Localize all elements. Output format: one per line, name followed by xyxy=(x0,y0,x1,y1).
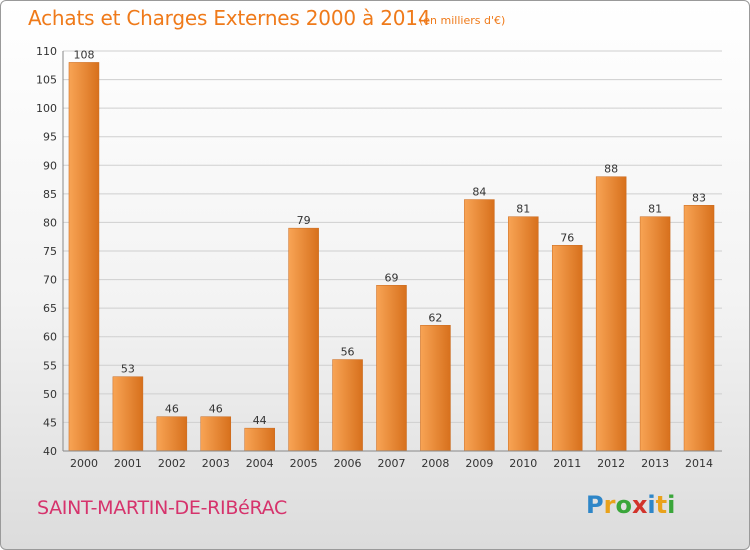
logo-letter: o xyxy=(615,491,632,519)
data-label: 88 xyxy=(604,163,618,176)
logo-letter: i xyxy=(647,491,656,519)
y-tick-label: 105 xyxy=(36,74,57,87)
logo-letter: i xyxy=(667,491,676,519)
logo-letter: x xyxy=(631,491,648,519)
x-tick-label: 2013 xyxy=(641,457,669,470)
commune-name: SAINT-MARTIN-DE-RIBéRAC xyxy=(37,497,287,519)
y-tick-label: 50 xyxy=(43,388,57,401)
x-tick-label: 2002 xyxy=(158,457,186,470)
y-tick-label: 80 xyxy=(43,216,57,229)
x-tick-label: 2009 xyxy=(465,457,493,470)
data-label: 79 xyxy=(297,214,311,227)
y-tick-label: 95 xyxy=(43,131,57,144)
x-tick-label: 2014 xyxy=(685,457,713,470)
bar xyxy=(639,216,671,452)
data-label: 69 xyxy=(385,271,399,284)
data-label: 76 xyxy=(560,231,574,244)
y-tick-label: 75 xyxy=(43,245,57,258)
data-labels: 108 53 46 46 44 79 56 69 62 84 81 76 88 81 83 xyxy=(73,48,706,427)
x-tick-label: 2003 xyxy=(202,457,230,470)
x-tick-label: 2011 xyxy=(553,457,581,470)
data-label: 81 xyxy=(516,203,530,216)
y-tick-label: 55 xyxy=(43,359,57,372)
y-tick-label: 65 xyxy=(43,302,57,315)
x-tick-label: 2008 xyxy=(421,457,449,470)
bar xyxy=(508,216,539,452)
data-label: 108 xyxy=(73,48,94,61)
x-tick-label: 2007 xyxy=(378,457,406,470)
y-tick-label: 40 xyxy=(43,445,57,458)
x-tick-label: 2012 xyxy=(597,457,625,470)
data-label: 44 xyxy=(253,414,267,427)
chart-subtitle: (en milliers d'€) xyxy=(419,14,506,27)
data-label: 53 xyxy=(121,363,135,376)
bar xyxy=(420,325,451,452)
logo-letter: P xyxy=(586,491,604,519)
data-label: 62 xyxy=(428,311,442,324)
bar xyxy=(464,199,495,452)
bar xyxy=(200,416,232,452)
bar xyxy=(683,205,715,452)
data-label: 56 xyxy=(341,346,355,359)
data-label: 83 xyxy=(692,191,706,204)
y-tick-label: 100 xyxy=(36,102,57,115)
bars xyxy=(68,62,715,452)
y-tick-label: 85 xyxy=(43,188,57,201)
bar xyxy=(551,245,583,452)
bar xyxy=(244,427,275,452)
data-label: 84 xyxy=(472,186,486,199)
data-label: 46 xyxy=(165,403,179,416)
y-tick-label: 45 xyxy=(43,416,57,429)
x-tick-label: 2000 xyxy=(70,457,98,470)
data-label: 81 xyxy=(648,203,662,216)
logo-letter: t xyxy=(655,491,668,519)
bar xyxy=(332,359,363,452)
axes: 40 45 50 55 60 65 70 75 80 85 90 95 100 105 110 2000 200… xyxy=(36,45,722,470)
logo-letter: r xyxy=(603,491,616,519)
x-tick-label: 2004 xyxy=(246,457,274,470)
x-tick-label: 2001 xyxy=(114,457,142,470)
y-tick-label: 70 xyxy=(43,274,57,287)
bar xyxy=(68,62,100,452)
y-tick-label: 110 xyxy=(36,45,57,58)
x-tick-label: 2010 xyxy=(509,457,537,470)
y-tick-label: 90 xyxy=(43,159,57,172)
x-tick-label: 2006 xyxy=(334,457,362,470)
y-tick-label: 60 xyxy=(43,331,57,344)
data-label: 46 xyxy=(209,403,223,416)
bar xyxy=(376,285,407,452)
chart-title: Achats et Charges Externes 2000 à 2014 xyxy=(28,6,431,30)
bar xyxy=(112,376,144,452)
bar xyxy=(595,176,627,452)
bar xyxy=(156,416,188,452)
bar xyxy=(288,227,319,452)
x-tick-label: 2005 xyxy=(290,457,318,470)
proxiti-logo: Proxiti xyxy=(586,491,675,519)
